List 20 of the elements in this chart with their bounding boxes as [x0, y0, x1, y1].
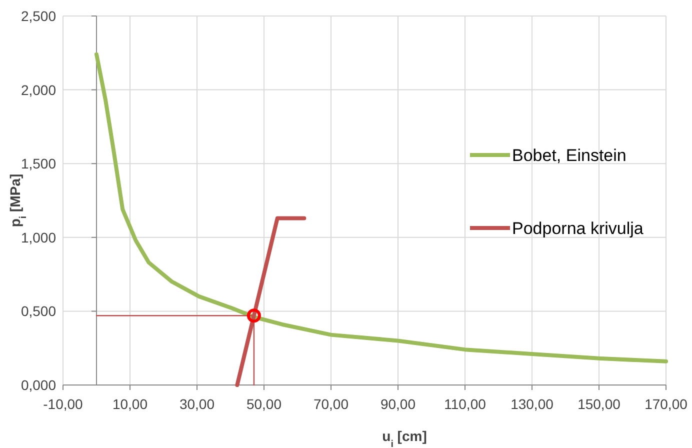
line-series [94, 52, 668, 364]
x-axis-title: u$_{i}$ [cm] [382, 428, 427, 448]
x-tick-label: -10,00 [43, 396, 84, 412]
x-tick-label: 150,00 [578, 396, 621, 412]
x-tick-label: 70,00 [313, 396, 349, 412]
y-tick-label: 2,000 [20, 82, 56, 98]
x-tick-label: 90,00 [380, 396, 416, 412]
legend-label: Bobet, Einstein [512, 146, 626, 165]
y-tick-label: 0,000 [20, 377, 56, 393]
x-tick-label: 170,00 [644, 396, 688, 412]
y-tick-label: 1,000 [20, 229, 56, 246]
legend-label: Podporna krivulja [512, 219, 644, 238]
x-tick-label: 50,00 [246, 396, 282, 412]
y-tick-label: 2,500 [20, 8, 56, 24]
x-tick-label: 30,00 [179, 396, 215, 412]
x-tick-label: 10,00 [112, 396, 148, 412]
x-tick-label: 130,00 [510, 396, 554, 412]
y-tick-label: 0,500 [20, 303, 56, 320]
y-tick-label: 1,500 [20, 156, 56, 172]
x-tick-label: 110,00 [444, 396, 486, 412]
